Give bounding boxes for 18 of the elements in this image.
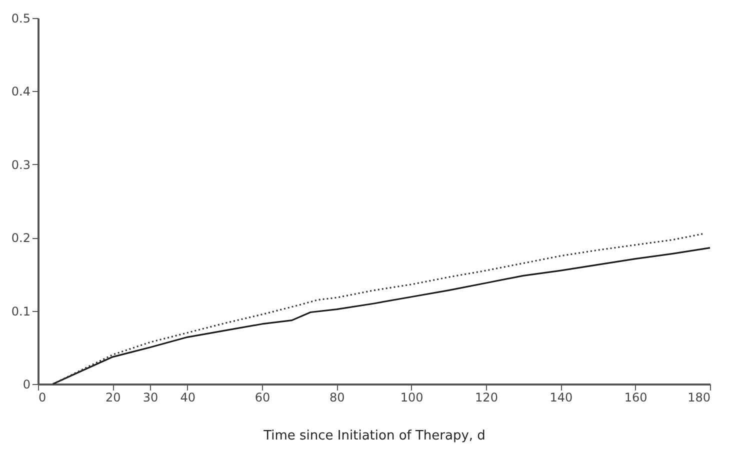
- y-tick-label: 0.4: [11, 84, 30, 99]
- y-tick-label: 0.3: [11, 158, 30, 172]
- x-tick-label: 120: [475, 390, 498, 404]
- x-tick-label: 180: [688, 390, 710, 404]
- x-tick-label: 140: [550, 390, 573, 404]
- x-tick-label: 60: [254, 390, 270, 404]
- x-tick-label: 0: [38, 390, 46, 404]
- x-axis-title: Time since Initiation of Therapy, d: [262, 428, 486, 444]
- y-tick-label: 0.5: [11, 12, 30, 26]
- x-tick-label: 100: [400, 390, 424, 404]
- x-tick-label: 30: [142, 390, 158, 404]
- x-tick-label: 160: [624, 390, 648, 404]
- x-tick-label: 20: [106, 390, 121, 404]
- y-tick-label: 0: [22, 378, 30, 392]
- x-tick-label: 40: [180, 390, 196, 404]
- x-tick-label: 80: [330, 390, 345, 404]
- y-tick-label: 0.2: [11, 231, 30, 246]
- y-tick-label: 0.1: [11, 304, 30, 318]
